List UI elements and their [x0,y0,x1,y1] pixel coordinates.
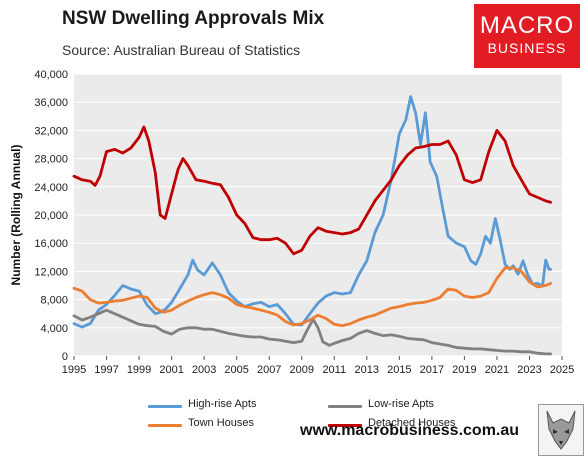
logo-line-1: MACRO [479,12,575,39]
x-axis-ticks: 1995 1997 1999 2001 2003 2005 2007 2009 2011 2013… [62,356,574,376]
legend-swatch-high-rise-apts [148,405,182,408]
series-line-detached-houses [72,125,552,256]
y-tick-label: 8,000 [40,295,68,307]
y-tick-label: 32,000 [34,125,68,137]
x-tick-label: 2007 [257,364,281,376]
wolf-mascot-icon [538,404,584,456]
y-tick-label: 16,000 [34,238,68,250]
series-line-low-rise-apts [72,308,552,356]
x-tick-label: 1995 [62,364,86,376]
series-line-town-houses [72,266,552,328]
y-tick-label: 20,000 [34,210,68,222]
legend-label-low-rise-apts: Low-rise Apts [368,398,435,410]
x-tick-label: 1999 [127,364,151,376]
gridlines [74,73,562,357]
series-lines [72,95,552,356]
x-tick-label: 2009 [289,364,313,376]
legend-label-high-rise-apts: High-rise Apts [188,398,257,410]
y-tick-label: 0 [62,351,68,363]
y-tick-label: 28,000 [34,154,68,166]
y-tick-label: 36,000 [34,97,68,109]
x-tick-label: 2005 [224,364,248,376]
series-line-high-rise-apts [72,95,552,329]
y-tick-label: 4,000 [40,323,68,335]
x-tick-label: 2017 [420,364,444,376]
x-tick-label: 2019 [452,364,476,376]
legend-label-detached-houses: Detached Houses [368,417,456,429]
legend-swatch-low-rise-apts [328,405,362,408]
x-tick-label: 2003 [192,364,216,376]
website-url: www.macrobusiness.com.au [300,422,520,439]
y-tick-label: 40,000 [34,69,68,81]
y-axis-ticks: 0 4,000 8,000 12,000 16,000 20,000 24,000 28,00… [34,69,68,363]
chart-title: NSW Dwelling Approvals Mix [62,8,325,29]
legend-swatch-detached-houses [328,424,362,427]
y-axis-label: Number (Rolling Annual) [9,145,23,286]
x-tick-label: 2023 [517,364,541,376]
x-tick-label: 2015 [387,364,411,376]
x-tick-label: 2013 [355,364,379,376]
x-tick-label: 2025 [550,364,574,376]
legend-label-town-houses: Town Houses [188,417,255,429]
macrobusiness-logo: MACRO BUSINESS [474,4,580,68]
y-tick-label: 12,000 [34,266,68,278]
x-tick-label: 1997 [94,364,118,376]
legend-swatch-town-houses [148,424,182,427]
logo-line-2: BUSINESS [487,40,567,56]
x-tick-label: 2001 [159,364,183,376]
x-tick-label: 2021 [485,364,509,376]
chart-source: Source: Australian Bureau of Statistics [62,42,301,58]
x-tick-label: 2011 [322,364,346,376]
y-tick-label: 24,000 [34,182,68,194]
